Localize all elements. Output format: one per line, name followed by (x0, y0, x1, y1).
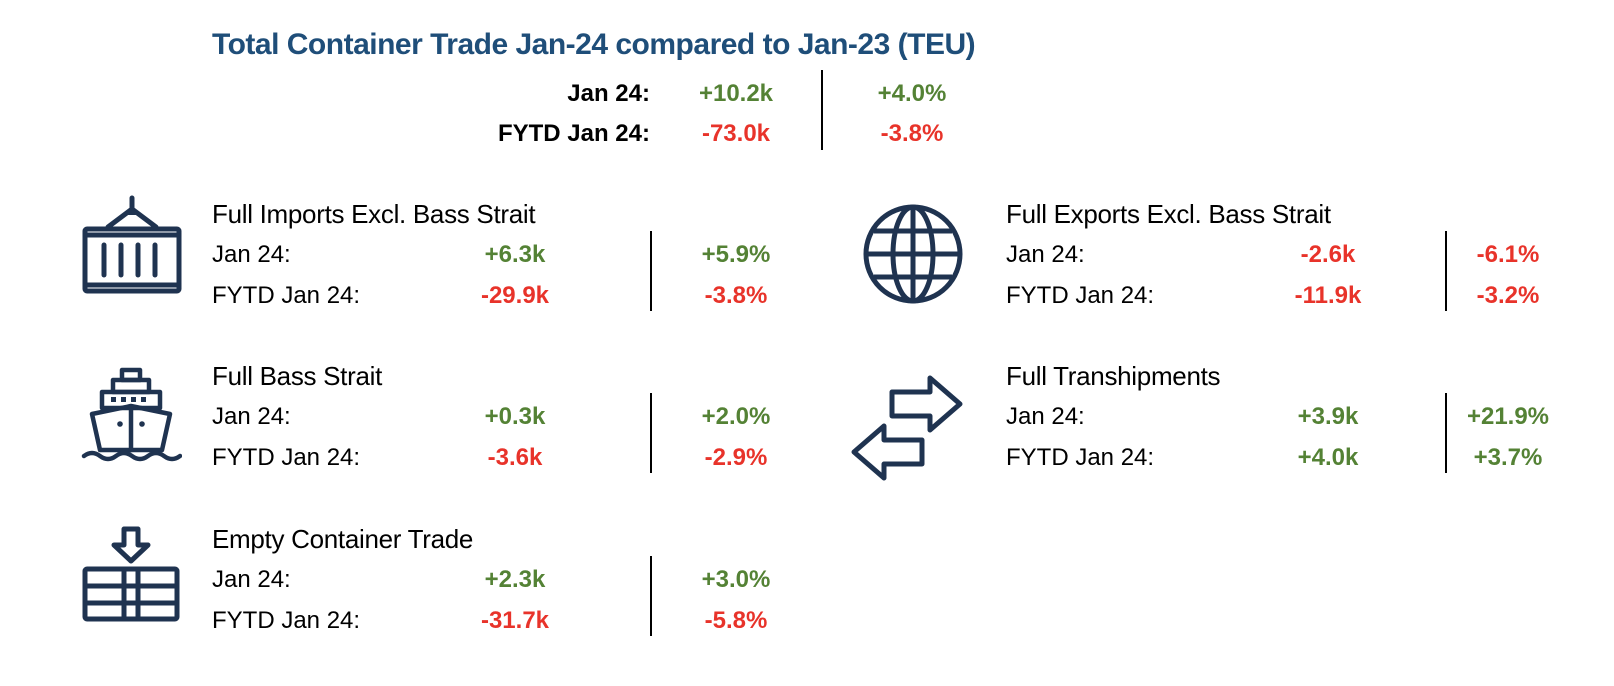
bass-strait-value-jan: +0.3k (484, 403, 546, 430)
exchange-arrows-icon (850, 372, 966, 484)
imports-divider (650, 231, 652, 311)
globe-icon (862, 203, 964, 305)
imports-title: Full Imports Excl. Bass Strait (212, 199, 536, 229)
bass-strait-title: Full Bass Strait (212, 361, 383, 391)
exports-pct-fytd: -3.2% (1476, 282, 1540, 309)
imports-label-fytd: FYTD Jan 24: (212, 282, 361, 309)
ship-icon (80, 366, 182, 466)
page-title: Total Container Trade Jan-24 compared to… (212, 28, 976, 61)
imports-label-jan: Jan 24: (212, 241, 291, 268)
empty-title: Empty Container Trade (212, 524, 474, 554)
exports-label-fytd: FYTD Jan 24: (1006, 282, 1155, 309)
transhipments-value-fytd: +4.0k (1297, 444, 1359, 471)
imports-pct-jan: +5.9% (701, 241, 771, 268)
bass-strait-divider (650, 393, 652, 473)
transhipments-label-fytd: FYTD Jan 24: (1006, 444, 1155, 471)
summary-label-fytd: FYTD Jan 24: (497, 120, 650, 147)
empty-divider (650, 556, 652, 636)
bass-strait-pct-jan: +2.0% (701, 403, 771, 430)
summary-divider (821, 70, 823, 150)
exports-pct-jan: -6.1% (1476, 241, 1540, 268)
exports-value-fytd: -11.9k (1294, 282, 1362, 309)
exports-value-jan: -2.6k (1300, 241, 1356, 268)
empty-container-icon (80, 525, 182, 623)
transhipments-pct-jan: +21.9% (1466, 403, 1550, 430)
empty-label-jan: Jan 24: (212, 566, 291, 593)
summary-label-jan: Jan 24: (567, 80, 650, 107)
bass-strait-value-fytd: -3.6k (487, 444, 543, 471)
empty-value-fytd: -31.7k (480, 607, 550, 634)
imports-value-fytd: -29.9k (480, 282, 550, 309)
summary-pct-jan: +4.0% (877, 80, 947, 107)
transhipments-value-jan: +3.9k (1297, 403, 1359, 430)
summary-value-fytd: -73.0k (701, 120, 771, 147)
empty-value-jan: +2.3k (484, 566, 546, 593)
exports-title: Full Exports Excl. Bass Strait (1006, 199, 1331, 229)
transhipments-divider (1445, 393, 1447, 473)
bass-strait-label-jan: Jan 24: (212, 403, 291, 430)
exports-label-jan: Jan 24: (1006, 241, 1085, 268)
bass-strait-label-fytd: FYTD Jan 24: (212, 444, 361, 471)
exports-divider (1445, 231, 1447, 311)
transhipments-pct-fytd: +3.7% (1473, 444, 1543, 471)
bass-strait-pct-fytd: -2.9% (704, 444, 768, 471)
imports-pct-fytd: -3.8% (704, 282, 768, 309)
transhipments-title: Full Transhipments (1006, 361, 1221, 391)
empty-pct-jan: +3.0% (701, 566, 771, 593)
summary-pct-fytd: -3.8% (880, 120, 944, 147)
summary-value-jan: +10.2k (698, 80, 774, 107)
imports-value-jan: +6.3k (484, 241, 546, 268)
empty-label-fytd: FYTD Jan 24: (212, 607, 361, 634)
shipping-container-icon (80, 195, 184, 297)
transhipments-label-jan: Jan 24: (1006, 403, 1085, 430)
empty-pct-fytd: -5.8% (704, 607, 768, 634)
